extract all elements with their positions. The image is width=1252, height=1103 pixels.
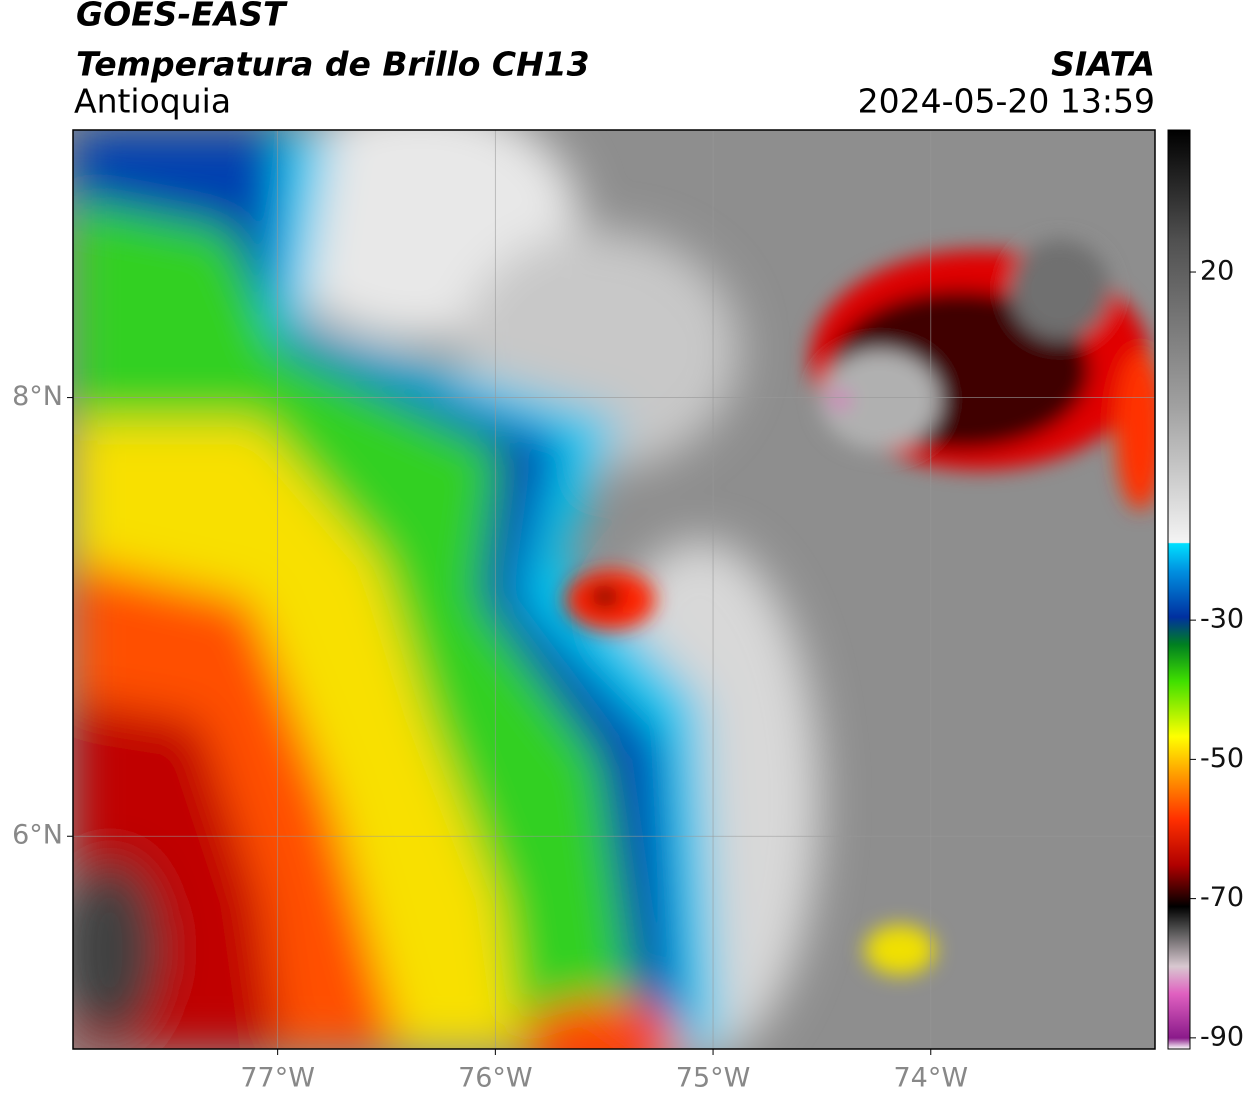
y-tick-label: 8°N (12, 381, 63, 412)
x-tick-label: 75°W (676, 1063, 751, 1094)
map-frame (72, 129, 1156, 1050)
x-tick-label: 76°W (458, 1063, 533, 1094)
colorbar-tick-label: -30 (1200, 604, 1244, 635)
colorbar-tick-label: 20 (1200, 256, 1234, 287)
colorbar-tick-label: -70 (1200, 882, 1244, 913)
y-tick-label: 6°N (12, 820, 63, 851)
subtitle: Temperatura de Brillo CH13 (76, 45, 590, 84)
graticule: 77°W 76°W 75°W 74°W 6°N 8°N (12, 130, 1155, 1094)
colorbar (1167, 129, 1191, 1050)
title: GOES-EAST (76, 0, 288, 34)
colorbar-tick-label: -50 (1200, 743, 1244, 774)
colorbar-tick-label: -90 (1200, 1021, 1244, 1052)
source: SIATA (1051, 45, 1155, 84)
x-tick-label: 74°W (893, 1063, 968, 1094)
datetime: 2024-05-20 13:59 (858, 82, 1155, 121)
region: Antioquia (74, 82, 231, 121)
satellite-image (73, 130, 1155, 1049)
x-tick-label: 77°W (240, 1063, 315, 1094)
colorbar-ticks: 20 -30 -50 -70 -90 (1190, 256, 1244, 1052)
